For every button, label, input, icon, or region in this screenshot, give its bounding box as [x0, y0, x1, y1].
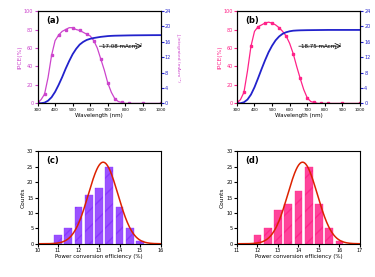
Bar [64, 228, 72, 244]
Bar [264, 228, 272, 244]
Bar [274, 210, 282, 244]
X-axis label: Wavelength (nm): Wavelength (nm) [274, 113, 322, 118]
Y-axis label: Counts: Counts [21, 187, 26, 208]
Bar [126, 228, 134, 244]
Y-axis label: IPCE(%): IPCE(%) [18, 45, 22, 69]
Text: 17.08 mAcm⁻²: 17.08 mAcm⁻² [102, 44, 142, 49]
Bar [75, 207, 82, 244]
Bar [136, 241, 144, 244]
Bar [85, 194, 93, 244]
Text: (b): (b) [246, 16, 259, 25]
Y-axis label: Counts: Counts [220, 187, 225, 208]
Bar [54, 235, 62, 244]
Text: (c): (c) [46, 156, 59, 165]
Text: (a): (a) [46, 16, 60, 25]
Text: (d): (d) [246, 156, 259, 165]
Bar [116, 207, 123, 244]
X-axis label: Wavelength (nm): Wavelength (nm) [75, 113, 123, 118]
Y-axis label: IPCE(%): IPCE(%) [217, 45, 222, 69]
Bar [105, 167, 113, 244]
Bar [284, 204, 292, 244]
Text: 18.75 mAcm⁻²: 18.75 mAcm⁻² [301, 44, 341, 49]
Bar [305, 167, 313, 244]
X-axis label: Power conversion efficiency (%): Power conversion efficiency (%) [255, 254, 342, 259]
X-axis label: Power conversion efficiency (%): Power conversion efficiency (%) [55, 254, 143, 259]
Bar [254, 235, 261, 244]
Bar [336, 241, 344, 244]
Bar [294, 191, 302, 244]
Bar [315, 204, 323, 244]
Bar [326, 228, 333, 244]
Y-axis label: J_integrated (mAcm⁻²): J_integrated (mAcm⁻²) [177, 33, 181, 82]
Bar [95, 188, 103, 244]
